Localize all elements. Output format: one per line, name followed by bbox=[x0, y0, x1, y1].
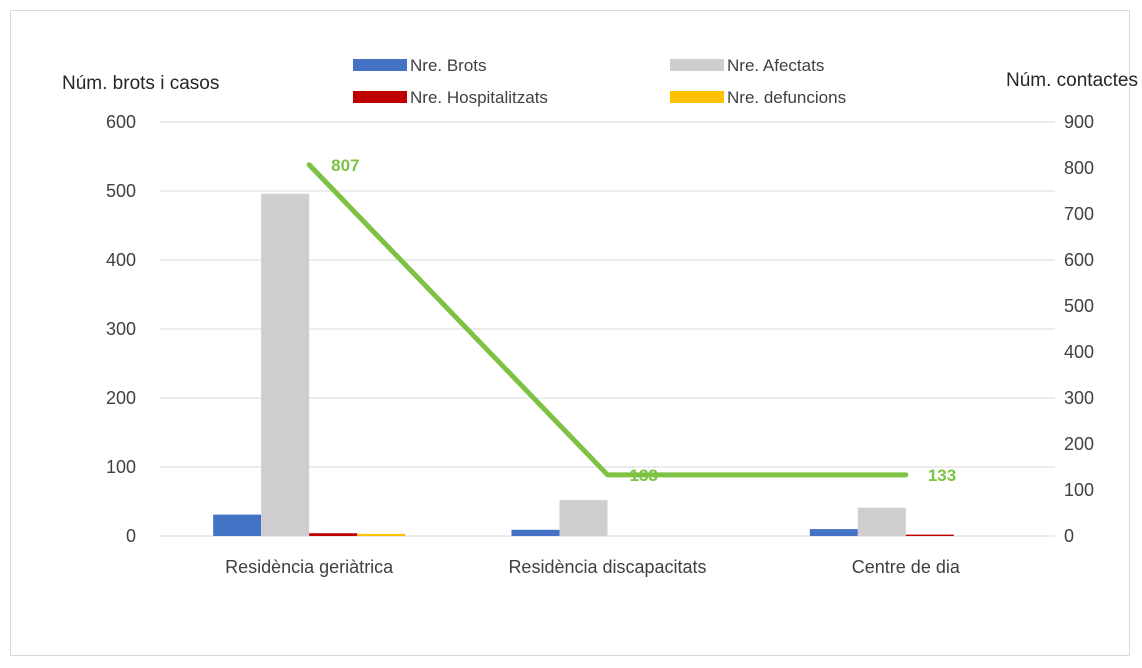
legend-swatch bbox=[670, 59, 724, 71]
bars bbox=[213, 193, 954, 536]
legend-swatch bbox=[670, 91, 724, 103]
right-tick-label: 900 bbox=[1064, 112, 1094, 132]
bar bbox=[357, 533, 406, 536]
legend-swatch bbox=[353, 91, 407, 103]
line-series bbox=[306, 162, 909, 478]
bar bbox=[261, 193, 310, 536]
contacts-line: 807 133 133 bbox=[306, 156, 956, 485]
right-tick-label: 800 bbox=[1064, 158, 1094, 178]
right-tick-label: 200 bbox=[1064, 434, 1094, 454]
category-label: Centre de dia bbox=[852, 557, 961, 577]
right-tick-label: 100 bbox=[1064, 480, 1094, 500]
right-axis-title: Núm. contactes bbox=[1006, 70, 1138, 91]
legend-label: Nre. Brots bbox=[410, 56, 487, 75]
left-tick-label: 100 bbox=[106, 457, 136, 477]
legend: Nre. Brots Nre. Afectats Nre. Hospitalitza… bbox=[353, 56, 846, 107]
axis-labels: Núm. brots i casos Núm. contactes 0 100 20… bbox=[62, 70, 1138, 577]
category-label: Residència geriàtrica bbox=[225, 557, 394, 577]
left-tick-label: 500 bbox=[106, 181, 136, 201]
bar bbox=[511, 529, 560, 536]
left-axis-title: Núm. brots i casos bbox=[62, 73, 219, 94]
chart-frame bbox=[10, 10, 1130, 656]
right-tick-label: 0 bbox=[1064, 526, 1074, 546]
legend-label: Nre. Hospitalitzats bbox=[410, 88, 548, 107]
left-tick-label: 600 bbox=[106, 112, 136, 132]
legend-label: Nre. Afectats bbox=[727, 56, 824, 75]
right-tick-label: 400 bbox=[1064, 342, 1094, 362]
left-tick-label: 300 bbox=[106, 319, 136, 339]
bar bbox=[809, 529, 858, 536]
line-data-label: 133 bbox=[928, 466, 956, 485]
bar bbox=[559, 500, 608, 536]
bar bbox=[857, 507, 906, 536]
line-data-label: 807 bbox=[331, 156, 359, 175]
right-tick-label: 700 bbox=[1064, 204, 1094, 224]
line-data-label: 133 bbox=[630, 466, 658, 485]
right-tick-label: 500 bbox=[1064, 296, 1094, 316]
legend-label: Nre. defuncions bbox=[727, 88, 846, 107]
right-tick-label: 600 bbox=[1064, 250, 1094, 270]
left-tick-label: 200 bbox=[106, 388, 136, 408]
right-tick-label: 300 bbox=[1064, 388, 1094, 408]
left-tick-label: 0 bbox=[126, 526, 136, 546]
legend-swatch bbox=[353, 59, 407, 71]
bar bbox=[213, 514, 262, 536]
category-label: Residència discapacitats bbox=[508, 557, 706, 577]
bar bbox=[905, 534, 954, 536]
bar bbox=[309, 533, 358, 536]
left-tick-label: 400 bbox=[106, 250, 136, 270]
